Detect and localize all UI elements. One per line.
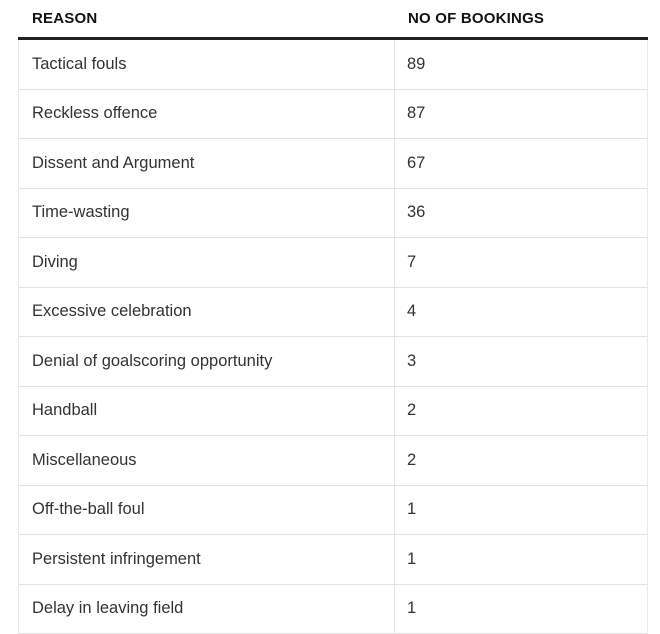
bookings-count-cell: 2 bbox=[395, 401, 647, 420]
column-header-reason: REASON bbox=[18, 10, 395, 27]
reason-cell: Diving bbox=[19, 238, 395, 287]
table-header-row: REASON NO OF BOOKINGS bbox=[18, 0, 648, 40]
bookings-count-cell: 89 bbox=[395, 55, 647, 74]
reason-cell: Reckless offence bbox=[19, 90, 395, 139]
bookings-count-cell: 1 bbox=[395, 550, 647, 569]
reason-cell: Denial of goalscoring opportunity bbox=[19, 337, 395, 386]
column-header-no-of-bookings: NO OF BOOKINGS bbox=[395, 10, 648, 27]
bookings-count-cell: 7 bbox=[395, 253, 647, 272]
bookings-count-cell: 67 bbox=[395, 154, 647, 173]
reason-cell: Persistent infringement bbox=[19, 535, 395, 584]
bookings-count-cell: 4 bbox=[395, 302, 647, 321]
bookings-count-cell: 87 bbox=[395, 104, 647, 123]
reason-cell: Dissent and Argument bbox=[19, 139, 395, 188]
reason-cell: Tactical fouls bbox=[19, 40, 395, 89]
bookings-count-cell: 1 bbox=[395, 500, 647, 519]
reason-cell: Off-the-ball foul bbox=[19, 486, 395, 535]
reason-cell: Handball bbox=[19, 387, 395, 436]
reason-cell: Excessive celebration bbox=[19, 288, 395, 337]
bookings-count-cell: 3 bbox=[395, 352, 647, 371]
bookings-count-cell: 36 bbox=[395, 203, 647, 222]
reason-cell: Time-wasting bbox=[19, 189, 395, 238]
reason-cell: Miscellaneous bbox=[19, 436, 395, 485]
bookings-count-cell: 1 bbox=[395, 599, 647, 618]
bookings-count-cell: 2 bbox=[395, 451, 647, 470]
reason-cell: Delay in leaving field bbox=[19, 585, 395, 634]
